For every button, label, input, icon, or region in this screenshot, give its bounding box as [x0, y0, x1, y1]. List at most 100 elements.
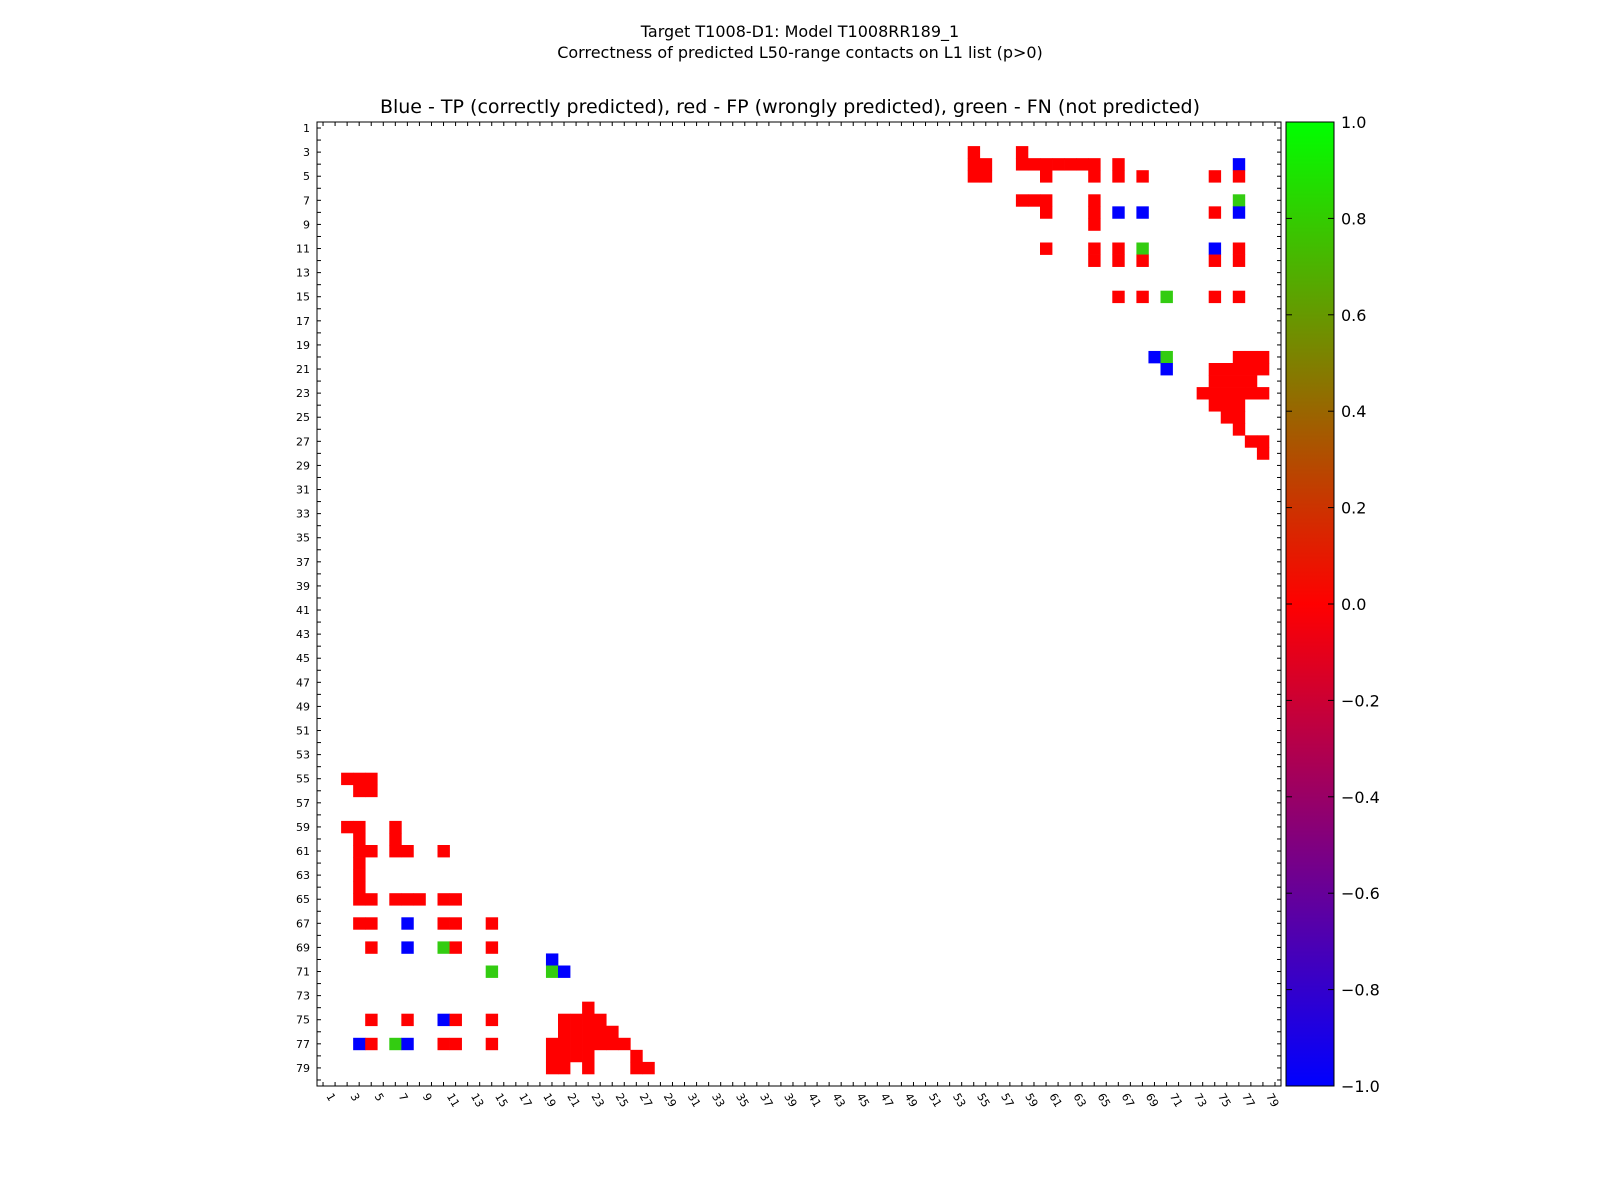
contact-cell-fp — [979, 170, 993, 183]
contact-cell-fp — [1256, 387, 1270, 400]
x-tick-label: 31 — [685, 1091, 703, 1110]
x-tick-label: 67 — [1119, 1091, 1137, 1110]
contact-cell-fn — [485, 965, 499, 978]
contact-cell-fp — [979, 158, 993, 171]
contact-cell-fp — [1040, 170, 1053, 183]
contact-cell-fp — [353, 857, 366, 870]
contact-cell-fp — [1232, 411, 1246, 424]
contact-cell-fp — [1076, 158, 1089, 171]
y-tick-label: 11 — [296, 243, 310, 256]
x-tick-label: 33 — [709, 1091, 727, 1110]
contact-cell-tp — [1112, 206, 1125, 219]
contact-cell-fp — [1088, 254, 1101, 267]
y-tick-label: 57 — [296, 797, 310, 810]
y-tick-label: 13 — [296, 267, 310, 280]
contact-cell-fp — [1052, 158, 1065, 171]
contact-cell-fn — [1232, 194, 1246, 207]
contact-cell-fp — [558, 1061, 571, 1075]
contact-cell-fp — [1208, 254, 1222, 267]
contact-cell-fp — [1088, 242, 1101, 255]
contact-cell-fp — [1208, 206, 1222, 219]
contact-cell-fp — [1220, 375, 1234, 388]
contact-cell-fn — [1160, 290, 1173, 304]
contact-cell-fp — [1256, 435, 1270, 448]
contact-cell-fp — [1208, 375, 1222, 388]
contact-cell-fp — [582, 1025, 595, 1039]
contact-cell-fp — [570, 1049, 583, 1063]
contact-cell-fp — [1208, 363, 1222, 376]
contact-cell-fp — [1220, 363, 1234, 376]
y-tick-label: 63 — [296, 869, 310, 882]
y-tick-label: 31 — [296, 484, 310, 497]
x-tick-label: 53 — [950, 1091, 968, 1110]
contact-cell-fp — [1136, 290, 1149, 304]
contact-cell-fp — [558, 1025, 571, 1039]
contact-cell-tp — [1136, 206, 1149, 219]
contact-cell-tp — [353, 1037, 366, 1051]
contact-cell-fn — [545, 965, 559, 978]
x-tick-label: 45 — [854, 1091, 872, 1110]
y-tick-label: 25 — [296, 411, 310, 424]
contact-cell-fp — [341, 820, 354, 834]
contact-cell-fp — [1232, 387, 1246, 400]
contact-cell-fp — [1088, 194, 1101, 207]
x-tick-label: 19 — [540, 1091, 558, 1110]
colorbar-ticks: 1.0 0.8 0.6 0.4 0.2 0.0 −0.2 −0.4 −0.6 −0.8 −1.0 — [1286, 113, 1380, 1096]
contact-cell-fp — [1040, 194, 1053, 207]
x-tick-label: 55 — [974, 1091, 992, 1110]
y-tick-label: 49 — [296, 700, 310, 713]
contact-cell-fp — [1112, 290, 1125, 304]
contact-cell-fp — [630, 1061, 643, 1075]
contact-cell-fp — [1088, 158, 1101, 171]
y-tick-label: 45 — [296, 652, 310, 665]
contact-cell-fp — [1064, 158, 1077, 171]
figure-title-line2: Correctness of predicted L50-range conta… — [557, 43, 1043, 62]
contact-cell-tp — [401, 917, 414, 930]
contact-cell-fp — [365, 784, 378, 798]
contact-cell-fp — [437, 1037, 450, 1051]
contact-cell-fp — [545, 1061, 559, 1075]
contact-cell-fp — [1136, 170, 1149, 183]
contact-cell-fp — [1244, 435, 1258, 448]
y-tick-label: 17 — [296, 315, 310, 328]
contact-cell-fp — [1232, 170, 1246, 183]
contact-cell-fp — [1112, 242, 1125, 255]
y-tick-label: 53 — [296, 749, 310, 762]
y-tick-label: 37 — [296, 556, 310, 569]
x-tick-label: 35 — [733, 1091, 751, 1110]
contact-cell-fp — [558, 1037, 571, 1051]
y-tick-label: 5 — [303, 170, 310, 183]
contact-cell-fp — [1040, 158, 1053, 171]
contact-cell-fp — [558, 1013, 571, 1027]
x-tick-label: 23 — [589, 1091, 607, 1110]
y-tick-label: 59 — [296, 821, 310, 834]
plot-title: Blue - TP (correctly predicted), red - F… — [380, 96, 1200, 118]
contact-cell-fp — [545, 1049, 559, 1063]
contact-cell-fp — [642, 1061, 655, 1075]
colorbar-tick-label: 0.8 — [1341, 209, 1366, 228]
y-tick-label: 47 — [296, 676, 310, 689]
contact-cell-fn — [1160, 350, 1173, 364]
contact-cell-fp — [449, 1037, 462, 1051]
contact-cell-fp — [353, 869, 366, 882]
y-tick-label: 41 — [296, 604, 310, 617]
contact-cell-fp — [485, 917, 499, 930]
contact-cell-fp — [618, 1037, 631, 1051]
contact-cell-fp — [1220, 387, 1234, 400]
contact-cell-fp — [1232, 399, 1246, 412]
y-tick-label: 65 — [296, 893, 310, 906]
contact-cell-tp — [1232, 206, 1246, 219]
y-tick-label: 33 — [296, 508, 310, 521]
x-tick-label: 43 — [830, 1091, 848, 1110]
contact-cell-fp — [401, 893, 414, 906]
contact-cell-fp — [1027, 158, 1041, 171]
colorbar-tick-label: −0.2 — [1341, 691, 1380, 710]
y-tick-label: 77 — [296, 1038, 310, 1051]
contact-cell-fp — [353, 893, 366, 906]
contact-cell-fp — [1244, 363, 1258, 376]
contact-cell-fp — [449, 1013, 462, 1027]
contact-cell-fp — [967, 158, 981, 171]
x-tick-label: 71 — [1167, 1091, 1185, 1110]
contact-cell-fp — [1112, 170, 1125, 183]
